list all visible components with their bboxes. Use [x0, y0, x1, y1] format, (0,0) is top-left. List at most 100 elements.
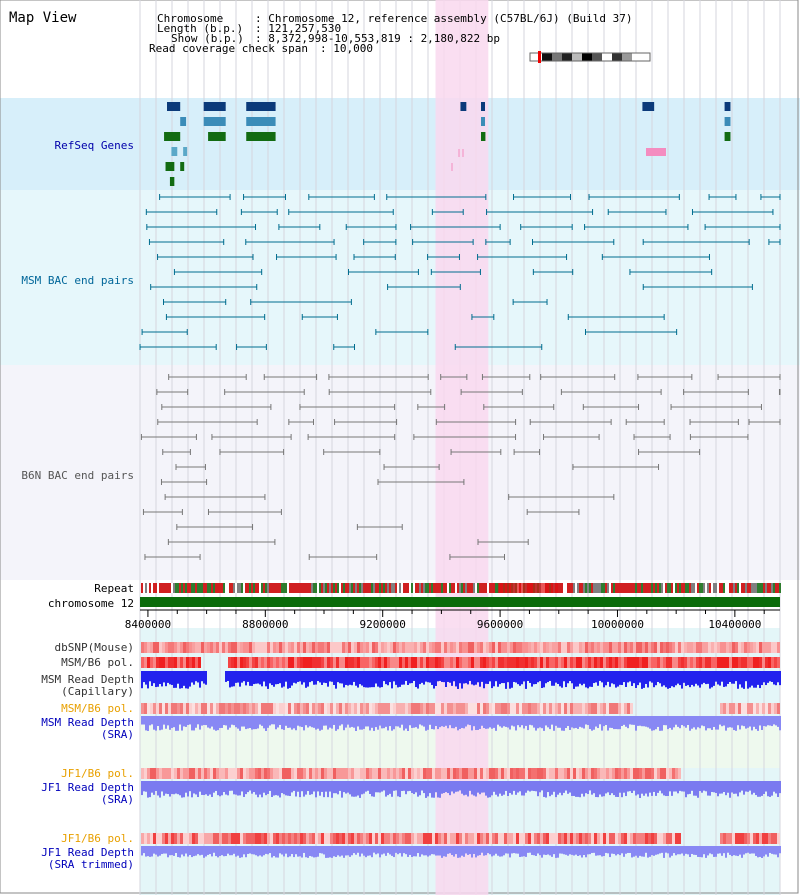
depth-bar: [429, 716, 431, 725]
depth-bar: [359, 846, 361, 857]
heat-cell: [630, 642, 633, 653]
heat-cell: [174, 833, 177, 844]
heat-cell: [486, 703, 489, 714]
repeat-feature: [391, 583, 393, 593]
depth-bar: [583, 846, 585, 856]
depth-bar: [723, 846, 725, 854]
depth-bar: [595, 716, 597, 727]
heat-cell: [579, 703, 582, 714]
heat-cell: [261, 657, 264, 668]
heat-cell: [348, 703, 351, 714]
depth-bar: [515, 846, 517, 854]
heat-cell: [408, 703, 411, 714]
depth-bar: [437, 846, 439, 856]
heat-cell: [657, 657, 660, 668]
heat-cell: [402, 768, 405, 779]
depth-bar: [401, 781, 403, 792]
chromosome-ideogram: [529, 51, 651, 63]
depth-bar: [621, 671, 623, 686]
heat-cell: [591, 703, 594, 714]
depth-bar: [703, 671, 705, 683]
heat-cell: [381, 657, 384, 668]
heat-cell: [660, 833, 663, 844]
heat-cell: [336, 833, 339, 844]
depth-bar: [201, 846, 203, 855]
heat-cell: [699, 657, 702, 668]
heat-cell: [747, 642, 750, 653]
heat-cell: [411, 768, 414, 779]
heat-cell: [549, 833, 552, 844]
depth-bar: [567, 716, 569, 727]
heat-cell: [282, 703, 285, 714]
depth-bar: [717, 781, 719, 797]
depth-bar: [747, 671, 749, 689]
depth-bar: [361, 716, 363, 730]
heat-cell: [648, 768, 651, 779]
depth-bar: [461, 716, 463, 728]
track-label-jf1-pol: JF1/B6 pol.: [61, 767, 134, 780]
jf1-depth-sra-track: [141, 781, 781, 798]
heat-cell: [528, 768, 531, 779]
depth-bar: [337, 671, 339, 683]
depth-bar: [675, 671, 677, 686]
depth-bar: [547, 781, 549, 793]
depth-bar: [307, 671, 309, 687]
heat-cell: [180, 703, 183, 714]
depth-bar: [705, 846, 707, 858]
repeat-feature: [257, 583, 259, 593]
heat-cell: [606, 833, 609, 844]
depth-bar: [379, 671, 381, 688]
depth-bar: [547, 846, 549, 855]
depth-bar: [769, 781, 771, 797]
depth-bar: [149, 846, 151, 857]
heat-cell: [546, 703, 549, 714]
depth-bar: [457, 781, 459, 792]
depth-bar: [767, 671, 769, 683]
depth-bar: [181, 781, 183, 798]
heat-cell: [237, 657, 240, 668]
heat-cell: [606, 642, 609, 653]
info-chromosome-label: Chromosome: [157, 12, 224, 25]
heat-cell: [276, 768, 279, 779]
heat-cell: [696, 642, 699, 653]
heat-cell: [582, 642, 585, 653]
repeat-feature: [341, 583, 343, 593]
heat-cell: [447, 833, 450, 844]
depth-bar: [729, 716, 731, 728]
heat-cell: [414, 657, 417, 668]
heat-cell: [456, 703, 459, 714]
repeat-feature: [703, 583, 705, 593]
depth-bar: [181, 846, 183, 855]
depth-bar: [523, 846, 525, 857]
heat-cell: [285, 642, 288, 653]
repeat-feature: [709, 583, 711, 593]
heat-cell: [195, 657, 198, 668]
heat-cell: [390, 703, 393, 714]
depth-bar: [361, 671, 363, 686]
heat-cell: [627, 657, 630, 668]
heat-cell: [372, 703, 375, 714]
depth-bar: [247, 716, 249, 729]
heat-cell: [438, 642, 441, 653]
heat-cell: [285, 768, 288, 779]
heat-cell: [777, 833, 780, 844]
depth-bar: [711, 671, 713, 688]
depth-bar: [733, 781, 735, 794]
repeat-feature: [463, 583, 465, 593]
depth-bar: [685, 781, 687, 798]
repeat-feature: [317, 583, 319, 593]
depth-bar: [507, 846, 509, 854]
repeat-feature: [565, 583, 567, 593]
depth-bar: [487, 781, 489, 798]
heat-cell: [519, 768, 522, 779]
heat-cell: [237, 833, 240, 844]
depth-bar: [251, 671, 253, 686]
heat-cell: [321, 833, 324, 844]
heat-cell: [480, 642, 483, 653]
repeat-feature: [315, 583, 317, 593]
heat-cell: [186, 833, 189, 844]
repeat-feature: [471, 583, 473, 593]
heat-cell: [150, 657, 153, 668]
heat-cell: [441, 657, 444, 668]
